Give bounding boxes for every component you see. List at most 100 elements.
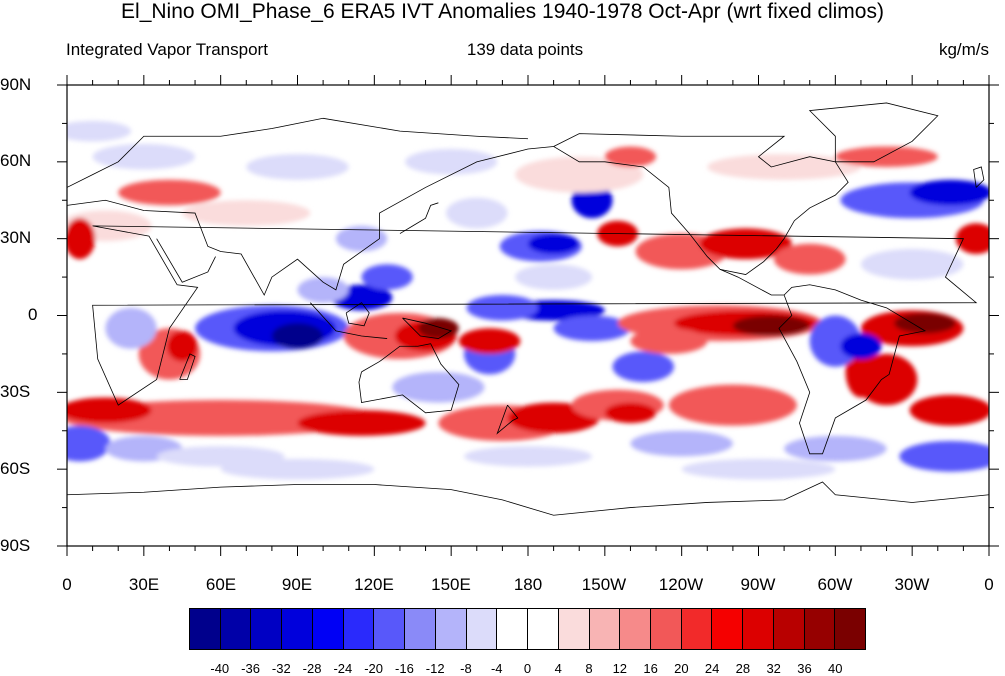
lon-label-150w: 150W bbox=[581, 575, 627, 594]
anomaly-patch bbox=[67, 425, 111, 462]
anomaly-patch bbox=[271, 323, 324, 349]
lon-label-120e: 120E bbox=[354, 575, 394, 594]
lon-label-0-east: 0 bbox=[984, 575, 994, 594]
units-label: kg/m/s bbox=[938, 40, 989, 59]
coastline-segment bbox=[67, 117, 529, 188]
variable-label: Integrated Vapor Transport bbox=[66, 40, 268, 59]
anomaly-patch bbox=[630, 328, 708, 354]
colorbar-swatch bbox=[282, 608, 313, 650]
anomaly-patch bbox=[361, 264, 413, 290]
anomaly-patch bbox=[707, 154, 861, 180]
anomaly-patch bbox=[604, 402, 657, 424]
colorbar-swatch bbox=[804, 608, 836, 650]
colorbar-swatch bbox=[835, 608, 867, 650]
coastlines bbox=[67, 102, 989, 516]
anomaly-patch bbox=[909, 394, 989, 426]
coastline-segment bbox=[402, 317, 453, 339]
anomaly-field bbox=[67, 120, 989, 480]
anomaly-patch bbox=[515, 156, 644, 193]
colorbar-label: 28 bbox=[735, 661, 751, 676]
coastline-segment bbox=[358, 343, 460, 414]
anomaly-patch bbox=[899, 440, 989, 472]
sample-count-label: 139 data points bbox=[466, 40, 584, 59]
lon-label-30w: 30W bbox=[894, 575, 930, 594]
colorbar-label: -24 bbox=[333, 661, 353, 676]
colorbar-swatch bbox=[589, 608, 621, 650]
coastline-segment bbox=[399, 202, 439, 234]
coastline-segment bbox=[92, 225, 978, 406]
colorbar-swatch bbox=[374, 608, 406, 650]
colorbar-swatch bbox=[189, 608, 221, 650]
lon-label-60w: 60W bbox=[817, 575, 853, 594]
anomaly-patch bbox=[405, 149, 498, 175]
anomaly-patch bbox=[92, 143, 196, 170]
lat-label-30n: 30N bbox=[0, 228, 32, 247]
coastline-segment bbox=[345, 302, 370, 327]
colorbar-swatch bbox=[466, 608, 498, 650]
coastline-segment bbox=[553, 133, 849, 275]
anomaly-patch bbox=[466, 295, 539, 321]
lon-label-30e: 30E bbox=[128, 575, 160, 594]
lat-label-60n: 60N bbox=[0, 151, 32, 170]
colorbar-label: -8 bbox=[460, 661, 472, 676]
lat-label-30s: 30S bbox=[0, 382, 31, 401]
anomaly-patch bbox=[458, 328, 521, 354]
colorbar-swatch bbox=[773, 608, 805, 650]
anomaly-patch bbox=[612, 351, 674, 383]
anomaly-patch bbox=[463, 446, 593, 467]
anomaly-patch bbox=[835, 146, 938, 167]
anomaly-patch bbox=[553, 315, 631, 342]
anomaly-patch bbox=[417, 318, 459, 339]
lat-label-eq: 0 bbox=[28, 305, 38, 324]
anomaly-patch bbox=[784, 435, 887, 462]
anomaly-patch bbox=[515, 264, 593, 290]
lon-label-90w: 90W bbox=[740, 575, 776, 594]
anomaly-patch bbox=[773, 243, 846, 275]
colorbar-swatch bbox=[651, 608, 682, 650]
colorbar-label: 36 bbox=[797, 661, 812, 676]
coastline-segment bbox=[179, 353, 196, 380]
colorbar-label: 16 bbox=[643, 661, 658, 676]
colorbar-swatch bbox=[220, 608, 252, 650]
coastline-segment bbox=[778, 284, 927, 455]
axis-ticks bbox=[57, 75, 999, 556]
colorbar-label: -20 bbox=[364, 661, 384, 676]
colorbar-swatch bbox=[405, 608, 436, 650]
anomaly-patch bbox=[297, 410, 426, 436]
anomaly-patch bbox=[335, 225, 388, 252]
colorbar-label: 0 bbox=[523, 661, 532, 676]
colorbar-label: -32 bbox=[271, 661, 291, 676]
coastline-segment bbox=[67, 146, 554, 296]
anomaly-patch bbox=[220, 458, 375, 480]
anomaly-patch bbox=[392, 371, 485, 403]
colorbar-swatch bbox=[497, 608, 529, 650]
lat-label-60s: 60S bbox=[0, 459, 31, 478]
colorbar-swatch bbox=[558, 608, 590, 650]
anomaly-patch bbox=[840, 333, 882, 360]
lon-label-180: 180 bbox=[513, 575, 543, 594]
anomaly-patch bbox=[604, 146, 657, 167]
colorbar-label: -28 bbox=[302, 661, 322, 676]
colorbar-label: -40 bbox=[210, 661, 230, 676]
coastline-segment bbox=[310, 302, 388, 339]
figure-title: El_Nino OMI_Phase_6 ERA5 IVT Anomalies 1… bbox=[121, 0, 884, 23]
colorbar-swatch bbox=[743, 608, 774, 650]
anomaly-patch bbox=[67, 218, 96, 260]
colorbar-label: -12 bbox=[425, 661, 445, 676]
colorbar-swatch bbox=[312, 608, 344, 650]
anomaly-patch bbox=[528, 233, 580, 255]
lon-label-150e: 150E bbox=[431, 575, 471, 594]
coastline-segment bbox=[156, 238, 216, 283]
anomaly-patch bbox=[67, 120, 132, 142]
lon-label-0: 0 bbox=[62, 575, 72, 594]
colorbar-label: 12 bbox=[612, 661, 628, 676]
coastline-segment bbox=[67, 481, 989, 516]
anomaly-patch bbox=[67, 397, 152, 424]
colorbar-label: 4 bbox=[554, 661, 562, 676]
anomaly-patch bbox=[166, 330, 198, 362]
anomaly-patch bbox=[182, 200, 311, 226]
anomaly-patch bbox=[297, 277, 349, 303]
colorbar-swatch bbox=[528, 608, 559, 650]
coastline-segment bbox=[719, 269, 785, 296]
